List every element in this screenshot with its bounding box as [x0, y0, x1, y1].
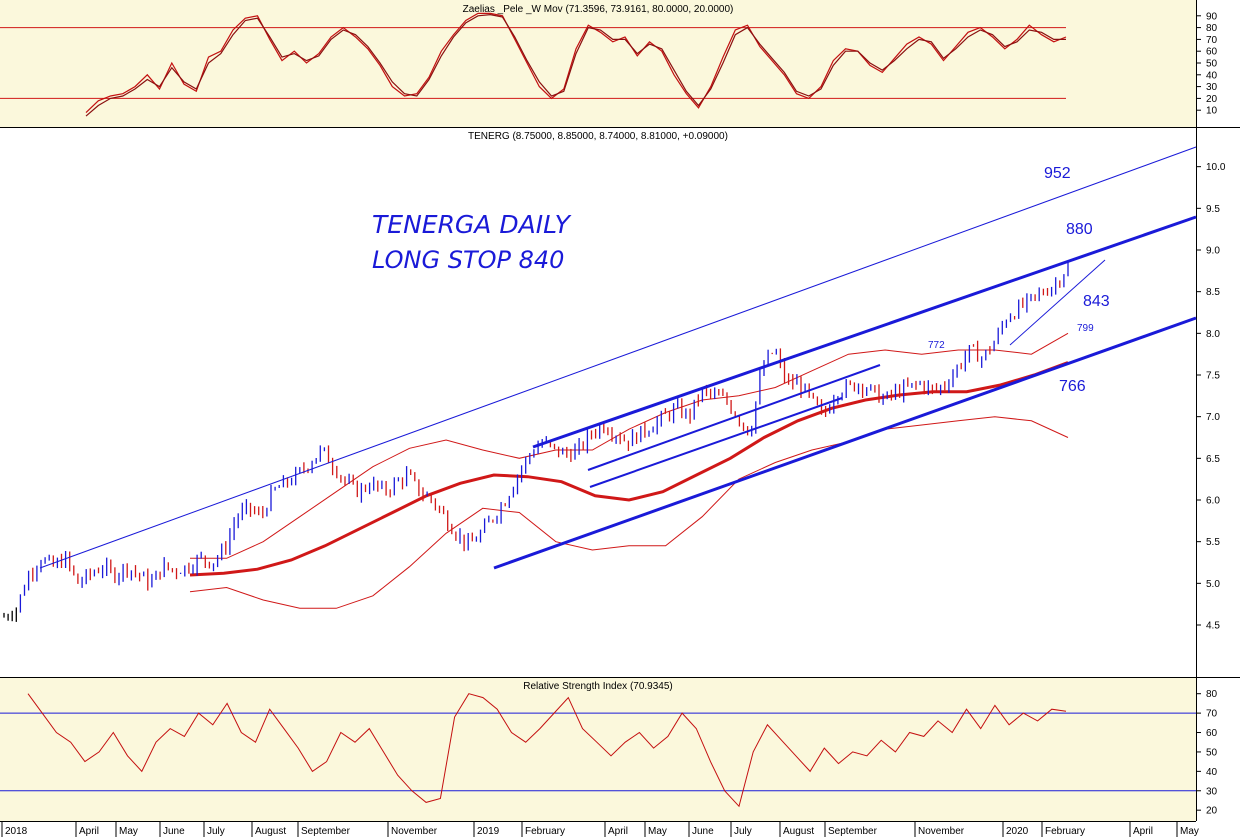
axis-strip-bg: [1196, 0, 1240, 837]
x-axis-label: April: [1133, 826, 1153, 837]
stochastic-y-tick-label: 90: [1206, 11, 1218, 22]
moving-average-line: [189, 361, 1069, 577]
x-axis-label: August: [783, 826, 814, 837]
trendline-short: [1009, 259, 1106, 346]
trendline-inner-lower: [589, 397, 843, 488]
stochastic-y-tick-label: 60: [1206, 47, 1218, 58]
stochastic-y-tick-label: 30: [1206, 82, 1218, 93]
x-axis-label: 2020: [1006, 826, 1029, 837]
rsi-y-tick-label: 40: [1206, 767, 1218, 778]
stochastic-y-tick-label: 10: [1206, 106, 1218, 117]
price-y-tick-label: 10.0: [1206, 162, 1226, 173]
price-y-tick-label: 9.5: [1206, 204, 1220, 215]
annotation-766: 766: [1059, 378, 1086, 395]
x-axis-label: June: [163, 826, 185, 837]
price-y-tick-label: 8.0: [1206, 329, 1220, 340]
price-plot: [3, 260, 1069, 622]
x-axis-ticks: 2018 April May June July August September Novem…: [1, 821, 1199, 837]
x-axis-label: July: [734, 826, 752, 837]
x-axis-label: April: [79, 826, 99, 837]
annotation-799: 799: [1077, 323, 1094, 334]
stochastic-y-tick-label: 70: [1206, 35, 1218, 46]
rsi-y-tick-label: 70: [1206, 709, 1218, 720]
price-y-tick-label: 9.0: [1206, 246, 1220, 257]
x-axis-label: September: [828, 826, 878, 837]
x-axis-label: May: [1180, 826, 1199, 837]
price-y-tick-label: 5.5: [1206, 537, 1220, 548]
stochastic-y-tick-label: 40: [1206, 70, 1218, 81]
stochastic-y-tick-label: 20: [1206, 94, 1218, 105]
stochastic-y-tick-label: 50: [1206, 59, 1218, 70]
trendlines: [39, 146, 1197, 570]
stochastic-y-tick-label: 80: [1206, 23, 1218, 34]
annotation-772: 772: [928, 340, 945, 351]
rsi-y-tick-label: 60: [1206, 728, 1218, 739]
x-axis-label: November: [918, 826, 965, 837]
x-axis-label: July: [207, 826, 225, 837]
rsi-panel-bg: [0, 677, 1196, 821]
x-axis-label: May: [119, 826, 138, 837]
stochastic-series-1: [85, 12, 1067, 114]
rsi-plot: [0, 693, 1196, 808]
price-y-tick-label: 4.5: [1206, 621, 1220, 632]
x-axis-label: September: [301, 826, 351, 837]
stochastic-title: Zaelias _Pele _W Mov (71.3596, 73.9161, …: [463, 4, 734, 15]
price-y-tick-label: 6.0: [1206, 496, 1220, 507]
x-axis-label: February: [525, 826, 565, 837]
x-axis-label: November: [391, 826, 438, 837]
x-axis-label: June: [692, 826, 714, 837]
rsi-y-tick-label: 30: [1206, 786, 1218, 797]
price-y-tick-label: 8.5: [1206, 287, 1220, 298]
lower-band-line: [189, 416, 1069, 609]
annotation-952: 952: [1044, 165, 1071, 182]
rsi-series: [27, 693, 1067, 808]
rsi-y-tick-label: 50: [1206, 747, 1218, 758]
rsi-y-tick-label: 20: [1206, 806, 1218, 817]
price-title: TENERG (8.75000, 8.85000, 8.74000, 8.810…: [468, 131, 728, 142]
x-axis-label: February: [1045, 826, 1085, 837]
x-axis-label: August: [255, 826, 286, 837]
x-axis-label: 2018: [5, 826, 28, 837]
trendline-channel-top: [532, 215, 1197, 449]
rsi-title: Relative Strength Index (70.9345): [523, 681, 673, 692]
stochastic-panel-bg: [0, 0, 1196, 127]
price-y-tick-label: 6.5: [1206, 454, 1220, 465]
x-axis-strip-bg: [0, 821, 1240, 837]
price-y-tick-label: 7.0: [1206, 412, 1220, 423]
x-axis-label: May: [648, 826, 667, 837]
note-long-stop: LONG STOP 840: [372, 246, 564, 274]
price-y-tick-label: 7.5: [1206, 371, 1220, 382]
note-title: TENERGA DAILY: [372, 210, 572, 239]
trendline-inner-upper: [587, 364, 881, 471]
stochastic-series-2: [85, 13, 1066, 117]
y-axis-ticks: 90807060504030201010.09.59.08.58.07.57.0…: [1196, 11, 1226, 817]
stochastic-plot: [0, 12, 1067, 117]
x-axis-label: 2019: [477, 826, 500, 837]
x-axis-label: April: [608, 826, 628, 837]
annotation-843: 843: [1083, 293, 1110, 310]
upper-band-line: [190, 332, 1069, 559]
annotation-880: 880: [1066, 221, 1093, 238]
price-panel-bg: [0, 128, 1196, 677]
rsi-y-tick-label: 80: [1206, 689, 1218, 700]
trendline-channel-bottom: [493, 316, 1197, 570]
trendline-outer-upper: [39, 146, 1197, 569]
price-y-tick-label: 5.0: [1206, 579, 1220, 590]
